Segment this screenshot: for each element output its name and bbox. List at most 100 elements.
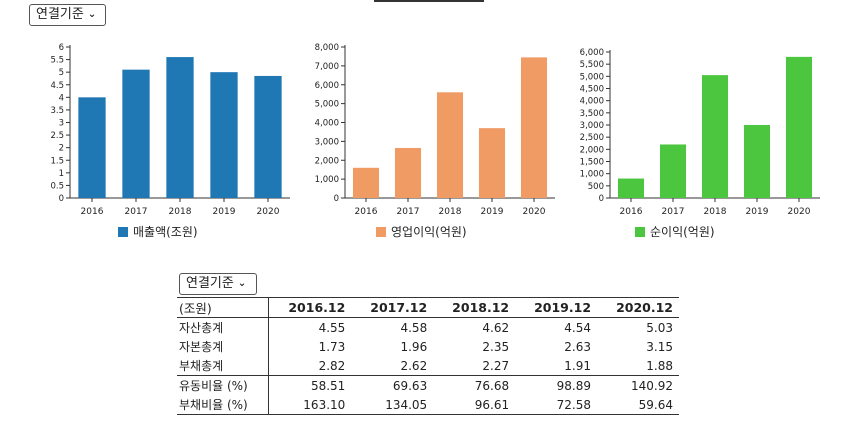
basis-select-label: 연결기준 [36, 7, 84, 22]
table-row: 부채비율 (%) 163.10 134.05 96.61 72.58 59.64 [177, 395, 679, 415]
table-cell: 자산총계 [177, 317, 270, 337]
net-income-x-tick-label: 2019 [746, 207, 769, 217]
revenue-x-tick-label: 2020 [257, 207, 280, 217]
table-cell: 1.88 [646, 358, 673, 373]
net-income-y-tick-label: 0 [599, 194, 604, 204]
operating-profit-y-tick-label: 5,000 [315, 100, 339, 110]
chevron-down-icon: ⌄ [237, 278, 247, 289]
table-cell: 59.64 [597, 395, 679, 415]
basis-select-table[interactable]: 연결기준 ⌄ [179, 273, 257, 295]
revenue-y-tick-label: 4 [59, 93, 64, 103]
revenue-x-tick-label: 2019 [213, 207, 236, 217]
table-cell: 134.05 [351, 395, 434, 415]
revenue-y-tick-label: 1.5 [50, 156, 64, 166]
table-row: 자산총계 4.55 4.58 4.62 4.54 5.03 [177, 317, 679, 337]
operating-profit-y-tick-label: 8,000 [315, 43, 339, 53]
net-income-x-tick-label: 2018 [704, 207, 727, 217]
table-cell: 3.15 [646, 339, 673, 354]
table-cell: 1.91 [564, 358, 592, 373]
net-income-y-tick-label: 5,500 [580, 60, 604, 70]
net-income-legend-swatch [635, 227, 645, 237]
table-cell: 96.61 [433, 395, 516, 415]
table-cell: 76.68 [433, 375, 516, 395]
operating-profit-bar [520, 57, 548, 198]
operating-profit-x-tick-label: 2016 [355, 207, 378, 217]
table-cell: 5.03 [646, 320, 673, 335]
net-income-bar [659, 144, 687, 198]
table-cell: 부채총계 [177, 356, 270, 376]
revenue-y-tick-label: 5 [59, 68, 64, 78]
table-header-cell: 2018.12 [433, 297, 516, 318]
table-cell: 4.62 [482, 320, 510, 335]
operating-profit-bar [436, 92, 464, 198]
table-cell: 163.10 [268, 395, 352, 415]
net-income-y-tick-label: 1,500 [580, 158, 604, 168]
net-income-y-tick-label: 2,000 [580, 145, 604, 155]
table-cell: 69.63 [351, 375, 434, 395]
chart-revenue: 0 0.5 1 1.5 2 2.5 3 3.5 4 4.5 5 5.5 6 2016 2017 2018 201… [50, 43, 820, 239]
table-header-cell: 2020.12 [597, 297, 679, 318]
table-cell: 98.89 [515, 375, 598, 395]
table-cell: 1.73 [318, 339, 346, 354]
table-row: 부채총계 2.82 2.62 2.27 1.91 1.88 [177, 356, 679, 376]
operating-profit-y-tick-label: 2,000 [315, 156, 339, 166]
operating-profit-bar [394, 147, 422, 198]
revenue-x-tick-label: 2017 [125, 207, 148, 217]
net-income-x-tick-label: 2020 [788, 207, 811, 217]
table-cell: 자본총계 [177, 337, 270, 356]
revenue-y-tick-label: 2 [59, 144, 64, 154]
net-income-bar [785, 56, 813, 198]
table-cell: 2.82 [318, 358, 346, 373]
operating-profit-bar [352, 167, 380, 198]
table-cell: 72.58 [515, 395, 598, 415]
net-income-y-tick-label: 3,000 [580, 121, 604, 131]
operating-profit-x-tick-label: 2018 [439, 207, 462, 217]
net-income-y-tick-label: 500 [588, 182, 604, 192]
revenue-x-tick-label: 2018 [169, 207, 192, 217]
table-cell: 1.96 [400, 339, 428, 354]
net-income-y-tick-label: 5,000 [580, 72, 604, 82]
table-cell: 유동비율 (%) [177, 375, 270, 395]
table-header-row: (조원) 2016.12 2017.12 2018.12 2019.12 202… [177, 297, 679, 318]
table-cell: 140.92 [597, 375, 679, 395]
net-income-y-tick-label: 6,000 [580, 48, 604, 58]
revenue-bar [78, 97, 106, 198]
operating-profit-y-tick-label: 0 [334, 194, 339, 204]
net-income-bar [701, 75, 729, 198]
revenue-y-tick-label: 3.5 [50, 106, 64, 116]
revenue-bar [254, 75, 282, 198]
revenue-bar [210, 72, 238, 198]
table-cell: 부채비율 (%) [177, 395, 270, 415]
revenue-y-tick-label: 0 [59, 194, 64, 204]
basis-select-top[interactable]: 연결기준 ⌄ [29, 4, 106, 26]
operating-profit-x-tick-label: 2017 [397, 207, 420, 217]
operating-profit-x-tick-label: 2020 [523, 207, 546, 217]
table-cell: 58.51 [268, 375, 352, 395]
operating-profit-legend-swatch [376, 227, 386, 237]
revenue-bar [166, 57, 194, 198]
net-income-y-tick-label: 2,500 [580, 133, 604, 143]
table-cell: 4.58 [400, 320, 428, 335]
table-header-cell: (조원) [177, 297, 270, 318]
revenue-x-tick-label: 2016 [81, 207, 104, 217]
revenue-y-tick-label: 6 [59, 43, 64, 53]
net-income-x-tick-label: 2016 [620, 207, 643, 217]
net-income-legend-label: 순이익(억원) [650, 225, 715, 239]
revenue-y-tick-label: 3 [59, 119, 64, 129]
table-row: 자본총계 1.73 1.96 2.35 2.63 3.15 [177, 337, 679, 356]
operating-profit-x-tick-label: 2019 [481, 207, 504, 217]
operating-profit-bar [478, 128, 506, 198]
table-cell: 2.35 [482, 339, 510, 354]
table-header-cell: 2016.12 [268, 297, 352, 318]
basis-select-label: 연결기준 [186, 276, 234, 291]
table-cell: 4.54 [564, 320, 592, 335]
financial-table: (조원) 2016.12 2017.12 2018.12 2019.12 202… [177, 297, 679, 415]
net-income-y-tick-label: 4,500 [580, 85, 604, 95]
revenue-y-tick-label: 1 [59, 169, 64, 179]
revenue-y-tick-label: 0.5 [50, 181, 64, 191]
net-income-bar [743, 125, 771, 198]
net-income-y-tick-label: 1,000 [580, 170, 604, 180]
table-header-cell: 2019.12 [515, 297, 598, 318]
table-row: 유동비율 (%) 58.51 69.63 76.68 98.89 140.92 [177, 375, 679, 395]
operating-profit-legend-label: 영업이익(억원) [391, 225, 467, 239]
